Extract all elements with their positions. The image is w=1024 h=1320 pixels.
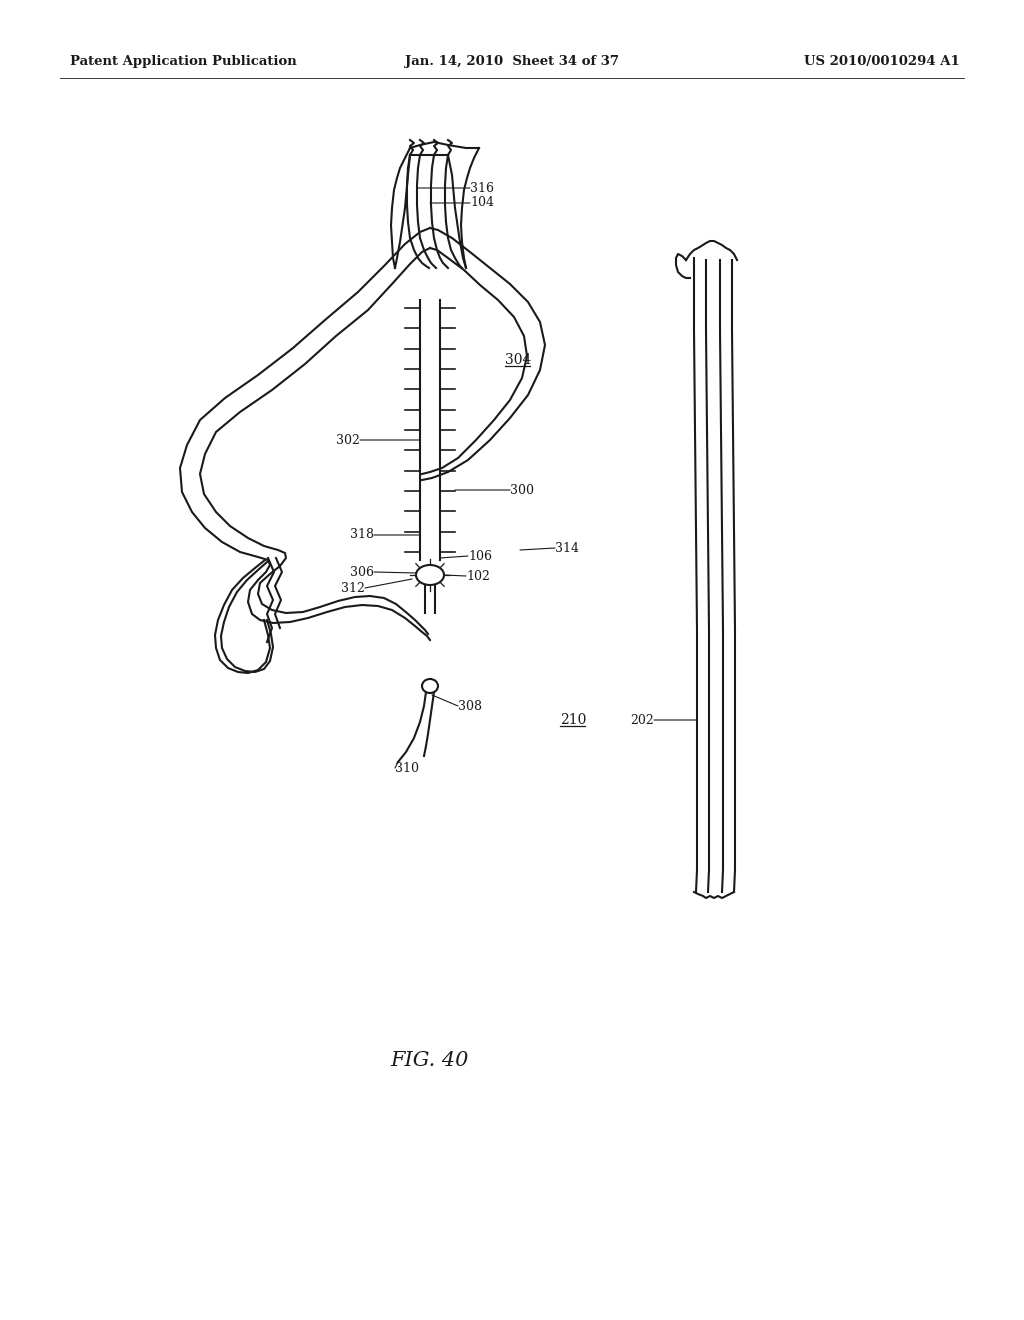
- Text: 202: 202: [630, 714, 654, 726]
- Text: 314: 314: [555, 541, 579, 554]
- Text: Patent Application Publication: Patent Application Publication: [70, 55, 297, 69]
- Text: 308: 308: [458, 700, 482, 713]
- Text: 310: 310: [395, 762, 419, 775]
- Text: 302: 302: [336, 433, 360, 446]
- Text: 300: 300: [510, 483, 534, 496]
- Ellipse shape: [416, 565, 444, 585]
- Text: 304: 304: [505, 352, 531, 367]
- Text: 318: 318: [350, 528, 374, 541]
- Text: 102: 102: [466, 569, 489, 582]
- Text: 106: 106: [468, 549, 492, 562]
- Ellipse shape: [422, 678, 438, 693]
- Text: Jan. 14, 2010  Sheet 34 of 37: Jan. 14, 2010 Sheet 34 of 37: [406, 55, 618, 69]
- Text: 306: 306: [350, 565, 374, 578]
- Text: 312: 312: [341, 582, 365, 594]
- Text: 210: 210: [560, 713, 587, 727]
- Text: 316: 316: [470, 181, 494, 194]
- Text: 104: 104: [470, 197, 494, 210]
- Text: FIG. 40: FIG. 40: [391, 1051, 469, 1069]
- Text: US 2010/0010294 A1: US 2010/0010294 A1: [804, 55, 961, 69]
